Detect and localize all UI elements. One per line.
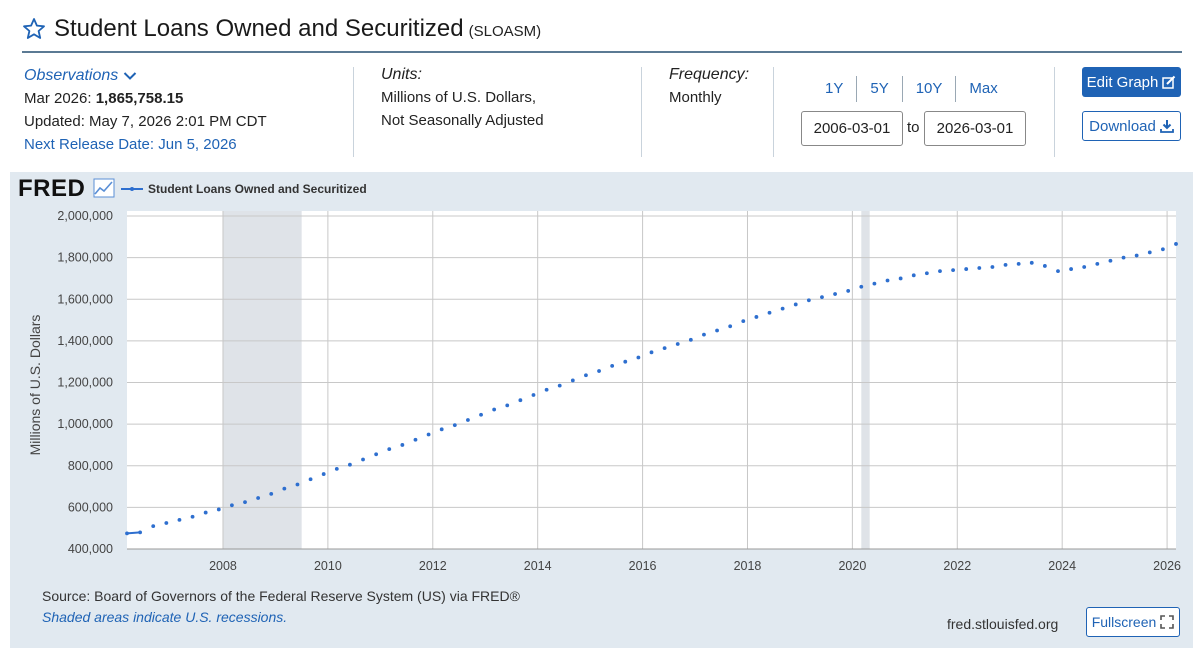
edit-icon	[1162, 75, 1176, 89]
range-10y-button[interactable]: 10Y	[903, 76, 957, 102]
range-5y-button[interactable]: 5Y	[857, 76, 903, 102]
source-text: Source: Board of Governors of the Federa…	[42, 588, 520, 604]
observations-toggle[interactable]: Observations	[24, 64, 137, 87]
fullscreen-label: Fullscreen	[1091, 614, 1157, 630]
units-panel: Units: Millions of U.S. Dollars, Not Sea…	[381, 63, 544, 132]
download-label: Download	[1089, 117, 1156, 135]
units-label: Units:	[381, 66, 422, 83]
legend-line-icon	[121, 187, 143, 191]
latest-period: Mar 2026:	[24, 90, 92, 107]
observations-label: Observations	[24, 67, 119, 84]
download-icon	[1159, 120, 1174, 133]
fred-logo: FRED	[18, 175, 115, 203]
fred-url[interactable]: fred.stlouisfed.org	[947, 616, 1059, 632]
page-title: Student Loans Owned and Securitized	[54, 15, 464, 42]
range-1y-button[interactable]: 1Y	[812, 76, 858, 102]
chart-legend: Student Loans Owned and Securitized	[120, 182, 367, 196]
latest-value: 1,865,758.15	[95, 90, 184, 107]
series-id: (SLOASM)	[468, 23, 542, 40]
to-label: to	[907, 119, 920, 136]
divider	[773, 67, 774, 157]
title-divider	[22, 51, 1182, 53]
recession-note: Shaded areas indicate U.S. recessions.	[42, 609, 288, 625]
divider	[1054, 67, 1055, 157]
fullscreen-icon	[1160, 615, 1175, 629]
fullscreen-button[interactable]: Fullscreen	[1086, 607, 1180, 637]
divider	[353, 67, 354, 157]
fred-graph-icon	[93, 178, 115, 198]
frequency-value: Monthly	[669, 89, 722, 106]
range-buttons: 1Y 5Y 10Y Max	[812, 76, 1011, 102]
edit-graph-label: Edit Graph	[1086, 73, 1159, 91]
end-date-input[interactable]: 2026-03-01	[924, 111, 1026, 146]
legend-label: Student Loans Owned and Securitized	[148, 182, 367, 196]
observations-panel: Observations Mar 2026: 1,865,758.15 Upda…	[24, 64, 267, 156]
units-line2: Not Seasonally Adjusted	[381, 112, 544, 129]
divider	[641, 67, 642, 157]
frequency-label: Frequency:	[669, 66, 750, 83]
updated-text: Updated: May 7, 2026 2:01 PM CDT	[24, 113, 267, 130]
units-line1: Millions of U.S. Dollars,	[381, 89, 537, 106]
next-release-link[interactable]: Next Release Date: Jun 5, 2026	[24, 136, 237, 153]
star-icon[interactable]	[22, 17, 46, 41]
frequency-panel: Frequency: Monthly	[669, 63, 749, 109]
chart-panel	[10, 172, 1193, 648]
latest-observation: Mar 2026: 1,865,758.15	[24, 87, 267, 110]
download-button[interactable]: Download	[1082, 111, 1181, 141]
chevron-down-icon	[124, 71, 137, 80]
fred-logo-text: FRED	[18, 175, 86, 202]
edit-graph-button[interactable]: Edit Graph	[1082, 67, 1181, 97]
title-row: Student Loans Owned and Securitized (SLO…	[22, 12, 541, 46]
start-date-input[interactable]: 2006-03-01	[801, 111, 903, 146]
range-max-button[interactable]: Max	[969, 80, 998, 97]
